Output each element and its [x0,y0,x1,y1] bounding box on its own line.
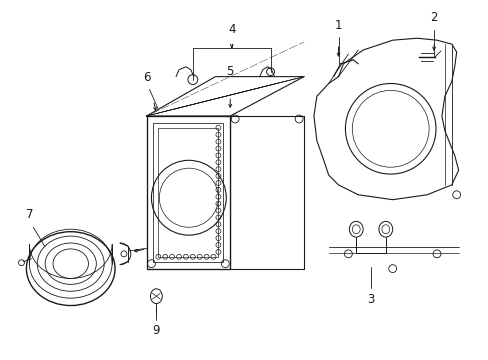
Polygon shape [313,38,458,200]
Bar [146,116,230,269]
Text: 3: 3 [366,293,374,306]
Text: 7: 7 [25,208,33,221]
Text: 1: 1 [334,19,342,32]
Text: 8: 8 [161,237,168,249]
Text: 2: 2 [429,12,437,24]
Text: 6: 6 [142,71,150,84]
Bar [158,128,218,257]
Text: 5: 5 [226,64,233,78]
Text: 4: 4 [227,23,235,36]
Text: 9: 9 [152,324,160,337]
Polygon shape [146,77,304,116]
Bar [230,116,304,269]
Bar [153,123,223,262]
